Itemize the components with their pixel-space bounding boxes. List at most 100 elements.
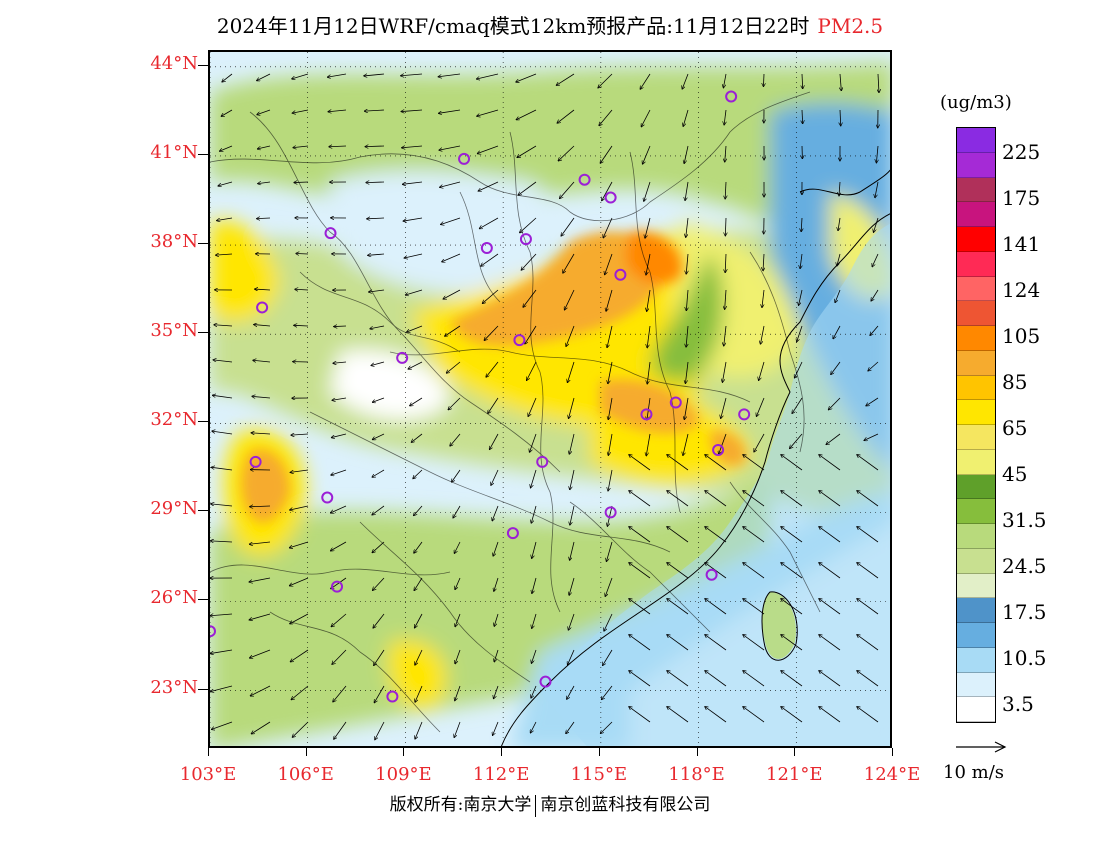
wind-arrow: [759, 361, 765, 380]
wind-arrow: [835, 289, 841, 302]
title-text: 2024年11月12日WRF/cmaq模式12km预报产品:11月12日22时: [216, 14, 810, 38]
wind-arrow: [249, 541, 271, 544]
wind-arrow: [447, 361, 461, 373]
wind-arrow: [608, 397, 613, 419]
wind-arrow: [490, 433, 499, 449]
legend-label: 3.5: [1002, 692, 1034, 716]
concentration-field: [210, 52, 890, 746]
legend-swatch: [957, 548, 995, 574]
wind-arrow: [781, 455, 803, 471]
wind-arrow: [874, 217, 879, 232]
wind-arrow: [871, 289, 879, 301]
city-marker: [210, 625, 216, 638]
wind-arrow: [222, 73, 233, 82]
wind-arrow: [329, 146, 347, 147]
latitude-label: 35°N: [150, 320, 198, 342]
wind-arrow: [685, 181, 689, 200]
legend-label: 24.5: [1002, 554, 1047, 578]
wind-arrow: [401, 110, 423, 112]
wind-arrow: [211, 504, 233, 507]
forecast-map: [208, 50, 892, 748]
legend-swatch: [957, 425, 995, 450]
city-marker: [324, 227, 337, 240]
legend-swatch: [957, 623, 995, 648]
wind-arrow: [569, 433, 575, 454]
legend-swatch: [957, 598, 995, 623]
wind-arrow: [608, 433, 613, 455]
wind-arrow: [410, 397, 423, 406]
wind-arrow: [372, 541, 385, 553]
wind-arrow: [868, 361, 879, 371]
wind-arrow: [743, 563, 765, 579]
wind-arrow: [477, 145, 499, 154]
wind-arrow: [368, 254, 385, 255]
wind-arrow: [415, 649, 423, 665]
wind-arrow: [724, 325, 727, 346]
wind-arrow: [607, 325, 613, 347]
wind-arrow: [683, 109, 689, 126]
longitude-label: 112°E: [472, 764, 530, 785]
wind-arrow: [213, 360, 233, 363]
wind-arrow: [608, 361, 613, 384]
wind-arrow: [293, 146, 309, 148]
wind-arrow: [781, 563, 803, 579]
wind-arrow: [367, 218, 385, 219]
wind-arrow: [331, 505, 347, 513]
wind-arrow: [599, 109, 613, 126]
wind-arrow: [563, 253, 575, 273]
wind-arrow: [403, 181, 423, 184]
wind-arrow: [781, 671, 803, 687]
wind-arrow: [667, 455, 689, 471]
wind-arrow: [819, 635, 841, 651]
legend-swatch: [957, 449, 995, 475]
wind-arrow: [801, 217, 802, 232]
wind-arrow: [570, 505, 575, 525]
wind-arrow: [781, 527, 803, 543]
legend-swatch: [957, 251, 995, 277]
wind-arrow: [407, 325, 423, 332]
wind-arrow: [404, 253, 423, 258]
city-marker: [712, 444, 725, 457]
wind-arrow: [516, 73, 537, 82]
wind-vectors: [210, 74, 879, 740]
wind-arrow: [598, 73, 613, 88]
wind-arrow: [440, 181, 461, 187]
wind-arrow: [756, 397, 765, 416]
wind-arrow: [857, 707, 879, 723]
wind-arrow: [629, 707, 651, 723]
wind-arrow: [566, 721, 575, 734]
wind-arrow: [331, 613, 347, 627]
wind-arrow: [646, 253, 651, 275]
wind-arrow: [253, 360, 271, 362]
longitude-label: 124°E: [863, 764, 921, 785]
wind-arrow: [210, 614, 233, 616]
wind-arrow: [792, 397, 803, 413]
wind-arrow: [819, 491, 841, 507]
legend-swatch: [957, 400, 995, 425]
wind-arrow: [211, 685, 233, 691]
wind-arrow: [857, 563, 879, 579]
wind-arrow: [257, 218, 271, 219]
city-marker: [614, 268, 627, 281]
wind-arrow: [531, 505, 537, 523]
wind-arrow: [214, 325, 233, 326]
wind-arrow: [251, 721, 271, 734]
wind-arrow: [454, 541, 461, 553]
wind-arrow: [372, 505, 385, 515]
wind-arrow: [518, 181, 537, 195]
city-marker: [725, 90, 738, 103]
wind-arrow: [705, 455, 727, 471]
wind-arrow: [250, 506, 271, 507]
copyright: 版权所有:南京大学 南京创蓝科技有限公司: [0, 790, 1100, 817]
longitude-tick: [403, 748, 405, 756]
wind-arrow: [629, 635, 651, 651]
city-marker: [249, 455, 262, 468]
boundaries: [210, 91, 821, 733]
legend-label: 105: [1002, 324, 1041, 348]
city-marker: [396, 351, 409, 364]
wind-arrow: [258, 145, 271, 149]
wind-arrow: [743, 671, 765, 687]
wind-arrow: [525, 325, 537, 344]
legend-swatch: [957, 499, 995, 524]
legend-swatch: [957, 647, 995, 673]
